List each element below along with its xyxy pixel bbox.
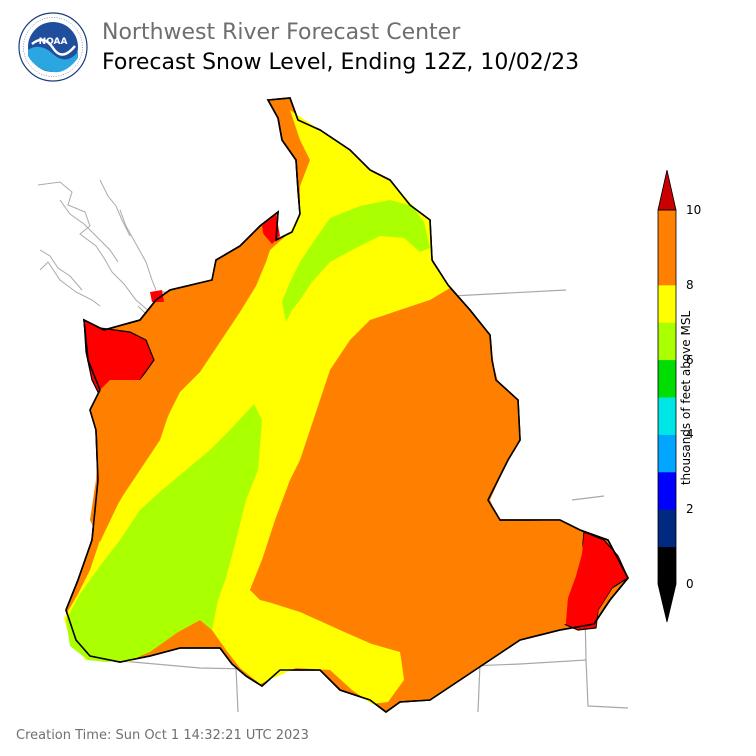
colorbar-swatch — [658, 509, 676, 548]
noaa-logo: NOAA — [18, 12, 88, 82]
noaa-logo-text: NOAA — [39, 37, 68, 47]
snow-level-colorbar — [657, 170, 677, 623]
region-red-southeast-top — [566, 534, 626, 628]
colorbar-max-triangle — [657, 170, 677, 211]
colorbar-tick-label: 8 — [686, 277, 694, 292]
colorbar-swatch — [658, 359, 676, 398]
colorbar-label: thousands of feet above MSL — [679, 310, 693, 486]
colorbar-swatch — [658, 322, 676, 361]
colorbar-swatch — [658, 247, 676, 286]
colorbar-tick-label: 2 — [686, 502, 694, 517]
colorbar-swatch — [658, 397, 676, 435]
region-red-strait — [150, 290, 164, 302]
basin-outline — [65, 97, 629, 713]
creation-time: Creation Time: Sun Oct 1 14:32:21 UTC 20… — [16, 728, 309, 743]
colorbar-swatch — [658, 471, 676, 510]
colorbar-tick-label: 6 — [686, 352, 694, 367]
region-lime-north — [282, 200, 430, 322]
colorbar-swatch — [658, 210, 676, 248]
region-orange-west — [90, 230, 272, 542]
map-title: Forecast Snow Level, Ending 12Z, 10/02/2… — [102, 50, 580, 75]
colorbar-tick-label: 0 — [686, 577, 694, 591]
coastline-outline — [37, 179, 163, 361]
colorbar-swatch — [658, 434, 676, 473]
colorbar-swatch — [658, 546, 676, 585]
region-orange-east — [250, 296, 584, 700]
colorbar-tick-label: 4 — [686, 427, 694, 442]
colorbar-swatch — [658, 284, 676, 323]
colorbar-tick-label: 10 — [686, 203, 702, 217]
org-name: Northwest River Forecast Center — [102, 20, 461, 45]
region-lime-south — [66, 404, 262, 662]
colorbar-min-triangle — [657, 583, 677, 623]
